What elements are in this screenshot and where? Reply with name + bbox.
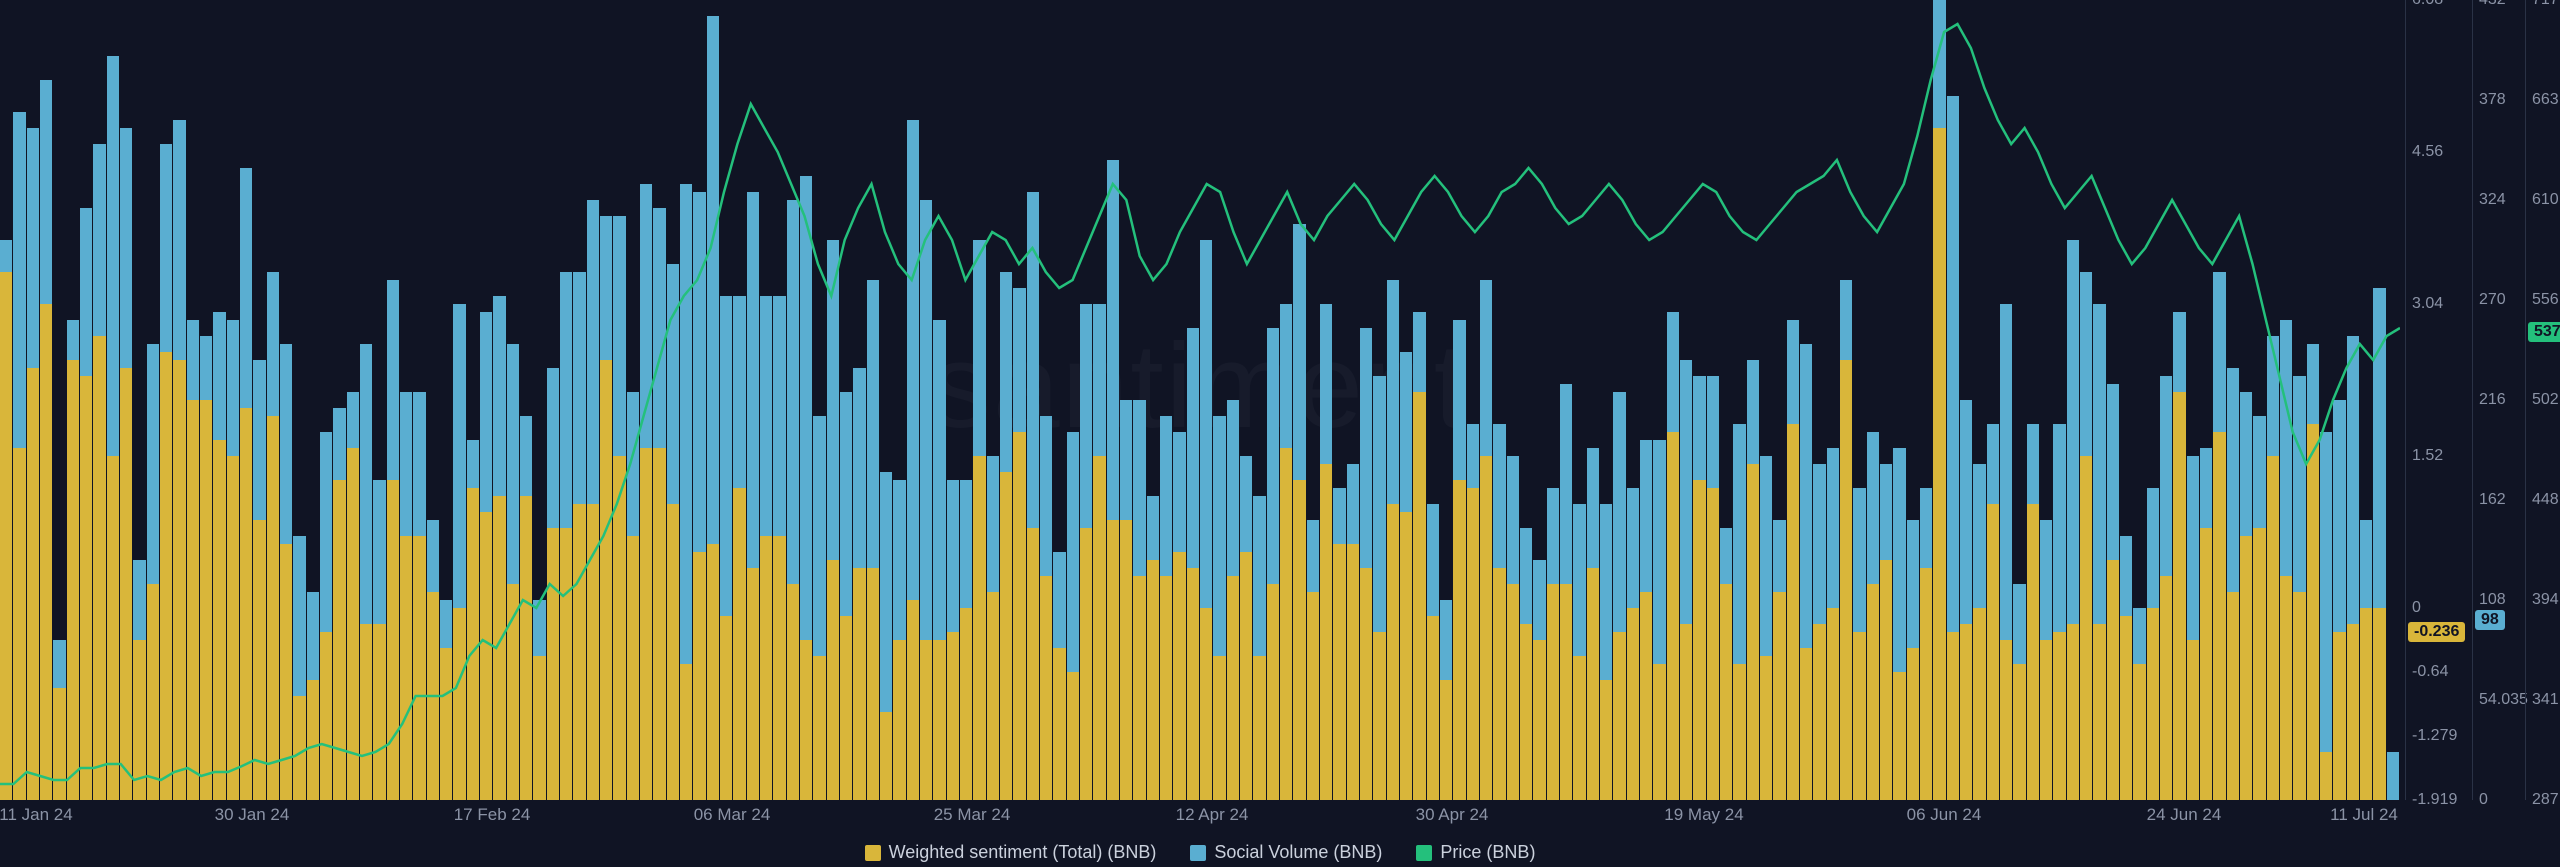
y-tick: -1.919 bbox=[2412, 791, 2457, 809]
y-tick: 717 bbox=[2532, 0, 2559, 9]
y-axis-price: 717663610556502448394341287537 bbox=[2525, 0, 2526, 800]
y-tick: 270 bbox=[2479, 291, 2506, 309]
y-tick: 216 bbox=[2479, 391, 2506, 409]
x-tick: 19 May 24 bbox=[1664, 805, 1743, 825]
x-tick: 25 Mar 24 bbox=[934, 805, 1011, 825]
y-highlight-price: 537 bbox=[2528, 322, 2560, 342]
x-tick: 06 Jun 24 bbox=[1907, 805, 1982, 825]
y-tick: 556 bbox=[2532, 291, 2559, 309]
legend-item: Price (BNB) bbox=[1416, 842, 1535, 863]
y-tick: 663 bbox=[2532, 91, 2559, 109]
chart-container: santiment 11 Jan 24 30 Jan 24 17 Feb 24 06 … bbox=[0, 0, 2560, 867]
y-tick: 448 bbox=[2532, 491, 2559, 509]
y-tick: 0 bbox=[2412, 599, 2421, 617]
y-tick: 341 bbox=[2532, 691, 2559, 709]
y-tick: 324 bbox=[2479, 191, 2506, 209]
y-tick: -1.279 bbox=[2412, 727, 2457, 745]
y-highlight-volume: 98 bbox=[2475, 610, 2505, 630]
y-tick: 287 bbox=[2532, 791, 2559, 809]
y-highlight-sentiment: -0.236 bbox=[2408, 622, 2465, 642]
y-tick: 108 bbox=[2479, 591, 2506, 609]
y-tick: 54.035 bbox=[2479, 691, 2528, 709]
x-axis: 11 Jan 24 30 Jan 24 17 Feb 24 06 Mar 24 25 M… bbox=[0, 805, 2400, 833]
x-tick: 30 Jan 24 bbox=[215, 805, 290, 825]
y-tick: 3.04 bbox=[2412, 295, 2443, 313]
legend-swatch bbox=[1190, 845, 1206, 861]
y-tick: 432 bbox=[2479, 0, 2506, 9]
y-tick: 610 bbox=[2532, 191, 2559, 209]
y-tick: 394 bbox=[2532, 591, 2559, 609]
y-tick: 6.08 bbox=[2412, 0, 2443, 9]
y-tick: 4.56 bbox=[2412, 143, 2443, 161]
y-axes: 6.084.563.041.520-0.64-1.279-1.919-0.236… bbox=[2400, 0, 2560, 800]
x-tick: 11 Jul 24 bbox=[2330, 805, 2398, 825]
x-tick: 30 Apr 24 bbox=[1416, 805, 1489, 825]
price-line bbox=[0, 0, 2400, 800]
x-tick: 11 Jan 24 bbox=[0, 805, 73, 825]
y-tick: 502 bbox=[2532, 391, 2559, 409]
price-path bbox=[0, 24, 2400, 784]
x-tick: 06 Mar 24 bbox=[694, 805, 771, 825]
legend-label: Price (BNB) bbox=[1440, 842, 1535, 863]
y-axis-sentiment: 6.084.563.041.520-0.64-1.279-1.919-0.236 bbox=[2405, 0, 2406, 800]
legend-item: Social Volume (BNB) bbox=[1190, 842, 1382, 863]
legend: Weighted sentiment (Total) (BNB) Social V… bbox=[0, 842, 2400, 863]
x-tick: 12 Apr 24 bbox=[1176, 805, 1249, 825]
legend-item: Weighted sentiment (Total) (BNB) bbox=[865, 842, 1157, 863]
y-tick: 0 bbox=[2479, 791, 2488, 809]
x-tick: 24 Jun 24 bbox=[2147, 805, 2222, 825]
legend-swatch bbox=[865, 845, 881, 861]
plot-area[interactable]: santiment bbox=[0, 0, 2400, 800]
y-tick: 1.52 bbox=[2412, 447, 2443, 465]
y-axis-volume: 43237832427021616210854.035098 bbox=[2472, 0, 2473, 800]
x-tick: 17 Feb 24 bbox=[454, 805, 531, 825]
y-tick: 162 bbox=[2479, 491, 2506, 509]
legend-swatch bbox=[1416, 845, 1432, 861]
y-tick: 378 bbox=[2479, 91, 2506, 109]
legend-label: Social Volume (BNB) bbox=[1214, 842, 1382, 863]
legend-label: Weighted sentiment (Total) (BNB) bbox=[889, 842, 1157, 863]
y-tick: -0.64 bbox=[2412, 663, 2448, 681]
